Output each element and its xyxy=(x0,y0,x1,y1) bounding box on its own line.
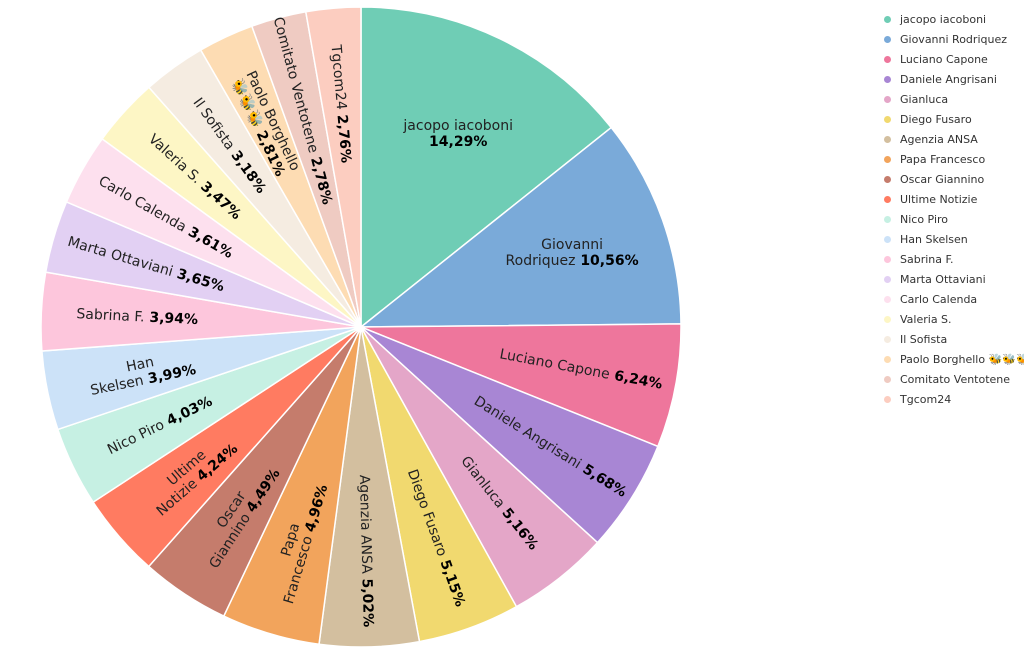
slice-label: Giovanni Rodriquez 10,56% xyxy=(506,237,639,269)
legend-label: jacopo iacoboni xyxy=(900,12,987,26)
legend-item[interactable]: Diego Fusaro xyxy=(884,109,1024,129)
legend-item[interactable]: Sabrina F. xyxy=(884,249,1024,269)
legend-item[interactable]: Agenzia ANSA xyxy=(884,129,1024,149)
legend-item[interactable]: Luciano Capone xyxy=(884,49,1024,69)
legend-item[interactable]: Valeria S. xyxy=(884,309,1024,329)
pie-slice[interactable] xyxy=(304,6,362,328)
legend-label: Agenzia ANSA xyxy=(900,132,978,146)
chart-legend: jacopo iacoboni Giovanni Rodriquez Luciano… xyxy=(884,9,1024,409)
legend-item[interactable]: Comitato Ventotene xyxy=(884,369,1024,389)
legend-swatch xyxy=(884,75,891,83)
legend-swatch xyxy=(884,255,891,263)
legend-swatch xyxy=(884,275,891,283)
slice-label: Agenzia ANSA 5,02% xyxy=(356,475,376,628)
legend-label: Giovanni Rodriquez xyxy=(900,32,1007,46)
legend-swatch xyxy=(884,115,891,123)
legend-label: Daniele Angrisani xyxy=(900,72,997,86)
legend-label: Comitato Ventotene xyxy=(900,372,1011,386)
legend-label: Oscar Giannino xyxy=(900,172,985,186)
legend-item[interactable]: Han Skelsen xyxy=(884,229,1024,249)
legend-swatch xyxy=(884,295,891,303)
legend-swatch xyxy=(884,155,891,163)
legend-swatch xyxy=(884,135,891,143)
legend-label: Diego Fusaro xyxy=(900,112,972,126)
legend-label: Tgcom24 xyxy=(900,392,952,406)
legend-item[interactable]: Carlo Calenda xyxy=(884,289,1024,309)
legend-item[interactable]: Il Sofista xyxy=(884,329,1024,349)
legend-item[interactable]: Marta Ottaviani xyxy=(884,269,1024,289)
legend-swatch xyxy=(884,95,891,103)
legend-label: Han Skelsen xyxy=(900,232,968,246)
legend-swatch xyxy=(884,315,891,323)
legend-label: Sabrina F. xyxy=(900,252,954,266)
legend-item[interactable]: Oscar Giannino xyxy=(884,169,1024,189)
legend-item[interactable]: Ultime Notizie xyxy=(884,189,1024,209)
pie-slice[interactable] xyxy=(360,323,682,448)
legend-swatch xyxy=(884,375,891,383)
legend-swatch xyxy=(884,235,891,243)
legend-swatch xyxy=(884,195,891,203)
legend-label: Marta Ottaviani xyxy=(900,272,986,286)
legend-item[interactable]: jacopo iacoboni xyxy=(884,9,1024,29)
pie-slice[interactable] xyxy=(360,6,613,329)
legend-label: Papa Francesco xyxy=(900,152,986,166)
legend-label: Luciano Capone xyxy=(900,52,988,66)
legend-label: Paolo Borghello 🐝🐝🐝 xyxy=(900,352,1024,366)
legend-label: Valeria S. xyxy=(900,312,952,326)
legend-label: Ultime Notizie xyxy=(900,192,978,206)
legend-item[interactable]: Daniele Angrisani xyxy=(884,69,1024,89)
legend-item[interactable]: Giovanni Rodriquez xyxy=(884,29,1024,49)
slice-label: Sabrina F. 3,94% xyxy=(76,306,198,328)
legend-swatch xyxy=(884,55,891,63)
legend-item[interactable]: Gianluca xyxy=(884,89,1024,109)
legend-label: Carlo Calenda xyxy=(900,292,978,306)
legend-swatch xyxy=(884,355,891,363)
legend-swatch xyxy=(884,395,891,403)
legend-item[interactable]: Paolo Borghello 🐝🐝🐝 xyxy=(884,349,1024,369)
legend-item[interactable]: Nico Piro xyxy=(884,209,1024,229)
legend-label: Gianluca xyxy=(900,92,949,106)
legend-swatch xyxy=(884,175,891,183)
legend-swatch xyxy=(884,15,891,23)
legend-swatch xyxy=(884,215,891,223)
legend-item[interactable]: Tgcom24 xyxy=(884,389,1024,409)
legend-swatch xyxy=(884,35,891,43)
pie-slice[interactable] xyxy=(358,126,682,328)
legend-label: Nico Piro xyxy=(900,212,949,226)
legend-label: Il Sofista xyxy=(900,332,948,346)
legend-swatch xyxy=(884,335,891,343)
legend-item[interactable]: Papa Francesco xyxy=(884,149,1024,169)
